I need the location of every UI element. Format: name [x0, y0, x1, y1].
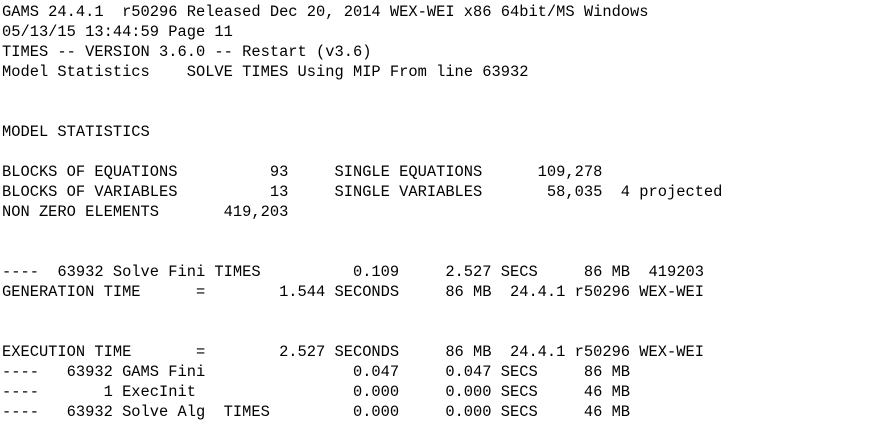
non-zero-elements-row: NON ZERO ELEMENTS 419,203	[2, 203, 289, 221]
solve-fini-timing-row: ---- 63932 Solve Fini TIMES 0.109 2.527 …	[2, 263, 704, 281]
model-statistics-heading: MODEL STATISTICS	[2, 123, 150, 141]
header-model-version-line: TIMES -- VERSION 3.6.0 -- Restart (v3.6)	[2, 43, 372, 61]
blank-line	[2, 222, 722, 242]
blank-line	[2, 302, 722, 322]
blank-line	[2, 142, 722, 162]
blocks-of-equations-row: BLOCKS OF EQUATIONS 93 SINGLE EQUATIONS …	[2, 163, 603, 181]
blocks-of-variables-row: BLOCKS OF VARIABLES 13 SINGLE VARIABLES …	[2, 183, 723, 201]
blank-line	[2, 82, 722, 102]
header-version-line: GAMS 24.4.1 r50296 Released Dec 20, 2014…	[2, 3, 649, 21]
blank-line	[2, 322, 722, 342]
execinit-timing-row: ---- 1 ExecInit 0.000 0.000 SECS 46 MB	[2, 383, 631, 401]
header-solve-title-line: Model Statistics SOLVE TIMES Using MIP F…	[2, 63, 529, 81]
generation-time-row: GENERATION TIME = 1.544 SECONDS 86 MB 24…	[2, 283, 704, 301]
blank-line	[2, 242, 722, 262]
gams-fini-timing-row: ---- 63932 GAMS Fini 0.047 0.047 SECS 86…	[2, 363, 631, 381]
execution-time-row: EXECUTION TIME = 2.527 SECONDS 86 MB 24.…	[2, 343, 704, 361]
header-date-page-line: 05/13/15 13:44:59 Page 11	[2, 23, 233, 41]
gams-listing-document: GAMS 24.4.1 r50296 Released Dec 20, 2014…	[2, 2, 722, 422]
blank-line	[2, 102, 722, 122]
solve-alg-timing-row: ---- 63932 Solve Alg TIMES 0.000 0.000 S…	[2, 403, 631, 421]
